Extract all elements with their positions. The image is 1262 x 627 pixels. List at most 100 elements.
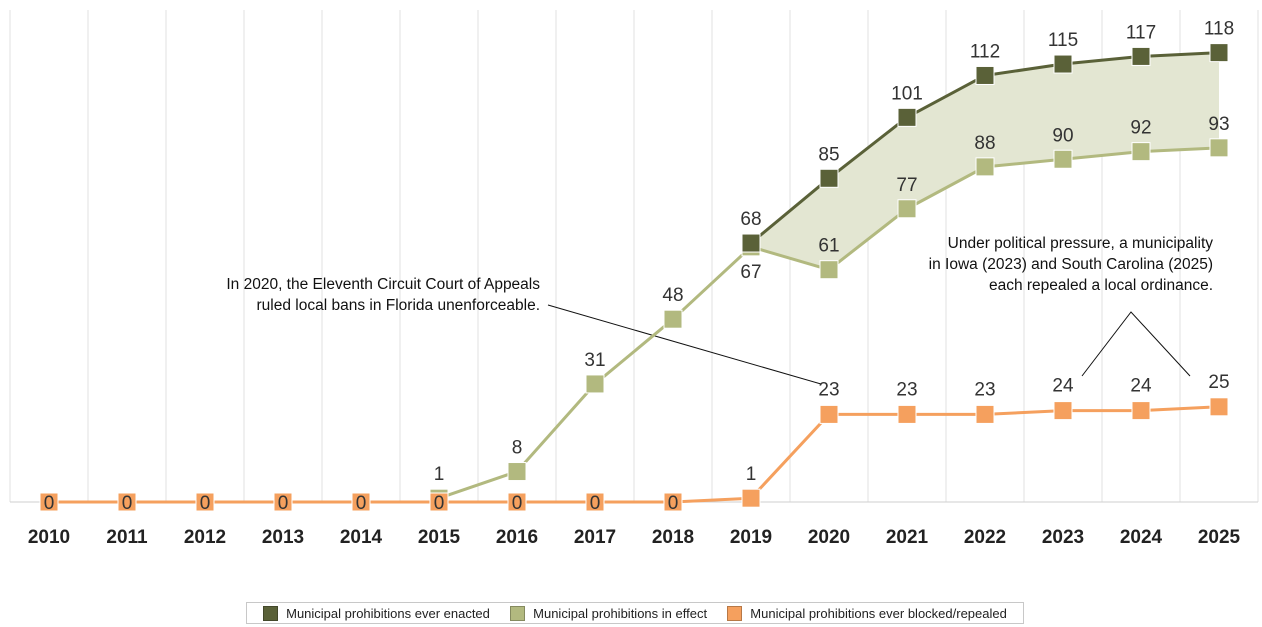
data-label-in-effect: 67 [740, 262, 761, 283]
x-tick-label: 2025 [1198, 527, 1241, 548]
x-tick-label: 2021 [886, 527, 929, 548]
data-label-in-effect: 8 [512, 438, 523, 459]
data-point-enacted [1053, 54, 1073, 74]
data-point-in-effect [1053, 149, 1073, 169]
x-tick-label: 2020 [808, 527, 850, 548]
data-point-blocked [663, 492, 683, 512]
data-point-blocked [897, 404, 917, 424]
x-tick-label: 2011 [106, 527, 148, 548]
data-point-in-effect [585, 374, 605, 394]
x-tick-label: 2014 [340, 527, 383, 548]
x-tick-label: 2017 [574, 527, 616, 548]
chart-legend: Municipal prohibitions ever enacted Muni… [246, 602, 1024, 624]
data-point-blocked [195, 492, 215, 512]
data-label-in-effect: 77 [896, 175, 917, 196]
data-point-in-effect [663, 309, 683, 329]
data-label-enacted: 117 [1126, 22, 1156, 43]
legend-label-enacted: Municipal prohibitions ever enacted [286, 605, 490, 621]
data-label-blocked: 0 [356, 493, 367, 514]
annotation-leader-line [547, 304, 822, 385]
x-tick-label: 2016 [496, 527, 538, 548]
data-label-blocked: 0 [668, 493, 679, 514]
legend-swatch-enacted [263, 605, 279, 621]
data-point-blocked [429, 492, 449, 512]
data-point-blocked [585, 492, 605, 512]
data-label-enacted: 101 [891, 83, 923, 104]
data-label-blocked: 1 [746, 464, 757, 485]
data-point-enacted [819, 168, 839, 188]
data-label-blocked: 0 [122, 493, 133, 514]
data-point-blocked [975, 404, 995, 424]
data-point-in-effect [1209, 138, 1229, 158]
data-label-blocked: 23 [974, 379, 995, 400]
data-point-blocked [1053, 401, 1073, 421]
data-point-blocked [39, 492, 59, 512]
data-point-enacted [1209, 43, 1229, 63]
data-label-in-effect: 88 [974, 133, 995, 154]
data-point-enacted [1131, 46, 1151, 66]
data-label-in-effect: 90 [1052, 125, 1073, 146]
data-label-blocked: 23 [896, 379, 917, 400]
x-tick-label: 2018 [652, 527, 694, 548]
data-label-blocked: 24 [1130, 376, 1152, 397]
legend-item-in-effect: Municipal prohibitions in effect [510, 605, 708, 621]
data-label-in-effect: 1 [434, 464, 445, 485]
annotation-text: each repealed a local ordinance. [989, 277, 1213, 294]
data-label-in-effect: 93 [1208, 114, 1229, 135]
data-point-blocked [507, 492, 527, 512]
data-point-in-effect [897, 199, 917, 219]
data-point-in-effect [975, 157, 995, 177]
data-point-in-effect [1131, 142, 1151, 162]
x-tick-label: 2019 [730, 527, 772, 548]
annotation-leader-line [1081, 311, 1191, 377]
legend-swatch-in-effect [510, 605, 526, 621]
data-label-enacted: 118 [1204, 19, 1234, 40]
data-label-blocked: 0 [434, 493, 445, 514]
data-point-blocked [351, 492, 371, 512]
x-tick-label: 2013 [262, 527, 304, 548]
data-point-enacted [897, 107, 917, 127]
annotation-text: in Iowa (2023) and South Carolina (2025) [929, 256, 1213, 273]
x-tick-label: 2024 [1120, 527, 1163, 548]
legend-label-blocked: Municipal prohibitions ever blocked/repe… [750, 605, 1007, 621]
series-line-blocked [49, 405, 1220, 504]
data-point-enacted [741, 233, 761, 253]
data-label-enacted: 85 [818, 144, 839, 165]
data-point-blocked [273, 492, 293, 512]
data-label-blocked: 23 [818, 379, 839, 400]
data-label-blocked: 0 [590, 493, 601, 514]
data-label-blocked: 24 [1052, 376, 1074, 397]
x-tick-label: 2022 [964, 527, 1006, 548]
data-label-blocked: 0 [278, 493, 289, 514]
x-tick-label: 2010 [28, 527, 70, 548]
x-tick-label: 2015 [418, 527, 461, 548]
data-point-blocked [117, 492, 137, 512]
x-tick-label: 2023 [1042, 527, 1084, 548]
data-label-blocked: 25 [1208, 372, 1229, 393]
data-label-blocked: 0 [512, 493, 523, 514]
legend-label-in-effect: Municipal prohibitions in effect [533, 605, 708, 621]
data-point-blocked [1131, 401, 1151, 421]
data-point-blocked [741, 488, 761, 508]
data-point-blocked [1209, 397, 1229, 417]
line-chart: 2010 2011 2012 2013 2014 2015 2016 2017 2018 2019… [9, 10, 1259, 548]
data-point-blocked [819, 404, 839, 424]
legend-item-blocked: Municipal prohibitions ever blocked/repe… [727, 605, 1007, 621]
data-label-in-effect: 61 [818, 236, 839, 257]
annotation-text: ruled local bans in Florida unenforceabl… [257, 297, 540, 314]
data-label-in-effect: 31 [584, 350, 605, 371]
data-point-in-effect [507, 462, 527, 482]
x-tick-label: 2012 [184, 527, 226, 548]
data-point-in-effect [819, 260, 839, 280]
data-label-in-effect: 92 [1130, 118, 1151, 139]
data-label-blocked: 0 [44, 493, 55, 514]
data-label-blocked: 0 [200, 493, 211, 514]
legend-item-enacted: Municipal prohibitions ever enacted [263, 605, 490, 621]
data-label-enacted: 115 [1048, 30, 1078, 51]
legend-swatch-blocked [727, 605, 743, 621]
annotation-text: Under political pressure, a municipality [948, 235, 1214, 252]
data-label-in-effect: 48 [662, 285, 683, 306]
data-point-enacted [975, 65, 995, 85]
data-label-enacted: 112 [970, 41, 1000, 62]
annotation-text: In 2020, the Eleventh Circuit Court of A… [226, 276, 540, 293]
